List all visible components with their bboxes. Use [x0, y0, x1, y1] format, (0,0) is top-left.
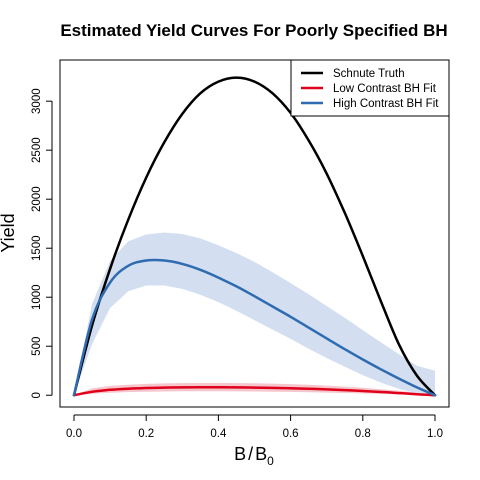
x-axis: 0.0 0.2 0.4 0.6 0.8 1.0	[66, 414, 443, 440]
x-tick-label: 1.0	[427, 428, 443, 440]
y-axis: 0 500 1000 1500 2000 2500 3000	[31, 88, 53, 398]
y-tick-label: 1500	[31, 235, 43, 261]
confidence-band-2	[74, 232, 435, 396]
x-tick-label: 0.2	[138, 428, 154, 440]
confidence-band-1	[74, 383, 435, 396]
y-tick-label: 3000	[31, 88, 43, 114]
y-tick-label: 0	[31, 392, 43, 398]
series-line-2	[72, 258, 437, 397]
y-tick-label: 500	[31, 337, 43, 356]
legend-label-2: High Contrast BH Fit	[333, 98, 439, 110]
chart-title: Estimated Yield Curves For Poorly Specif…	[60, 21, 447, 40]
y-tick-label: 2000	[31, 186, 43, 212]
x-tick-label: 0.8	[355, 428, 371, 440]
x-axis-label-subscript: 0	[267, 454, 274, 468]
plot-area	[72, 76, 437, 397]
legend-label-0: Schnute Truth	[333, 68, 405, 80]
x-axis-label-base: B	[234, 444, 246, 464]
x-axis-label-denom: B	[255, 444, 267, 464]
x-tick-label: 0.4	[210, 428, 227, 440]
x-axis-label: B / B0	[234, 444, 274, 468]
legend: Schnute Truth Low Contrast BH Fit High Con…	[290, 59, 450, 117]
x-tick-label: 0.6	[283, 428, 299, 440]
x-axis-label-sep: /	[248, 444, 253, 464]
y-tick-label: 2500	[31, 137, 43, 163]
legend-label-1: Low Contrast BH Fit	[333, 83, 437, 95]
plot-frame	[59, 59, 450, 408]
series-line-0	[72, 76, 437, 397]
series-line-1	[72, 386, 437, 397]
y-axis-label: Yield	[0, 213, 18, 252]
y-tick-label: 1000	[31, 284, 43, 310]
x-tick-label: 0.0	[66, 428, 82, 440]
